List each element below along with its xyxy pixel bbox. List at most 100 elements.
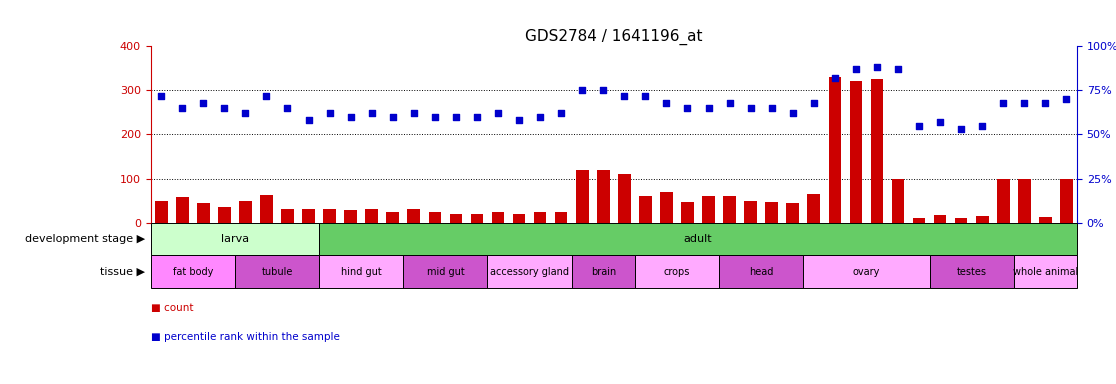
Point — [889, 66, 907, 72]
Bar — [319, 255, 403, 288]
Point — [173, 105, 191, 111]
Bar — [533, 212, 547, 223]
Bar — [681, 202, 694, 223]
Bar — [151, 223, 319, 255]
Text: testes: testes — [956, 266, 987, 277]
Bar — [151, 255, 234, 288]
Bar — [975, 216, 989, 223]
Bar — [239, 200, 252, 223]
Point — [468, 114, 485, 120]
Text: brain: brain — [590, 266, 616, 277]
Point — [384, 114, 402, 120]
Bar — [488, 255, 571, 288]
Bar — [403, 255, 488, 288]
Bar — [618, 174, 631, 223]
Bar — [870, 79, 883, 223]
Bar — [429, 212, 441, 223]
Point — [911, 122, 929, 129]
Bar — [635, 255, 719, 288]
Bar — [512, 214, 526, 223]
Text: hind gut: hind gut — [340, 266, 382, 277]
Point — [405, 110, 423, 116]
Point — [636, 93, 654, 99]
Point — [258, 93, 276, 99]
Bar — [471, 214, 483, 223]
Bar — [324, 210, 336, 223]
Text: larva: larva — [221, 234, 249, 244]
Bar — [597, 170, 609, 223]
Bar — [365, 210, 378, 223]
Bar — [450, 214, 462, 223]
Text: head: head — [749, 266, 773, 277]
Bar — [281, 210, 294, 223]
Bar — [661, 192, 673, 223]
Point — [826, 75, 844, 81]
Text: development stage ▶: development stage ▶ — [25, 234, 145, 244]
Point — [1058, 96, 1076, 102]
Text: tubule: tubule — [261, 266, 292, 277]
Point — [237, 110, 254, 116]
Point — [531, 114, 549, 120]
Bar — [555, 212, 568, 223]
Bar — [1013, 255, 1077, 288]
Point — [994, 99, 1012, 106]
Bar — [1039, 217, 1051, 223]
Point — [868, 64, 886, 70]
Point — [279, 105, 297, 111]
Text: ovary: ovary — [853, 266, 881, 277]
Point — [215, 105, 233, 111]
Bar — [766, 202, 778, 223]
Bar — [196, 203, 210, 223]
Point — [448, 114, 465, 120]
Bar — [571, 255, 635, 288]
Bar — [719, 255, 804, 288]
Point — [489, 110, 507, 116]
Text: adult: adult — [684, 234, 712, 244]
Bar — [1060, 179, 1072, 223]
Bar — [492, 212, 504, 223]
Point — [615, 93, 633, 99]
Point — [762, 105, 780, 111]
Bar — [639, 196, 652, 223]
Point — [847, 66, 865, 72]
Point — [299, 117, 317, 123]
Bar — [934, 215, 946, 223]
Text: crops: crops — [664, 266, 690, 277]
Point — [320, 110, 338, 116]
Bar — [345, 210, 357, 223]
Point — [931, 119, 949, 125]
Point — [700, 105, 718, 111]
Bar — [302, 210, 315, 223]
Bar — [913, 218, 925, 223]
Title: GDS2784 / 1641196_at: GDS2784 / 1641196_at — [525, 28, 703, 45]
Point — [426, 114, 444, 120]
Text: ■ percentile rank within the sample: ■ percentile rank within the sample — [151, 332, 339, 342]
Point — [194, 99, 212, 106]
Point — [952, 126, 970, 132]
Bar — [176, 197, 189, 223]
Bar — [723, 196, 735, 223]
Bar — [407, 210, 420, 223]
Text: ■ count: ■ count — [151, 303, 193, 313]
Bar — [260, 195, 272, 223]
Point — [657, 99, 675, 106]
Bar — [218, 207, 231, 223]
Bar — [787, 203, 799, 223]
Bar — [155, 200, 167, 223]
Point — [721, 99, 739, 106]
Point — [574, 87, 591, 93]
Text: tissue ▶: tissue ▶ — [100, 266, 145, 277]
Point — [152, 93, 170, 99]
Point — [363, 110, 381, 116]
Bar — [828, 77, 841, 223]
Bar — [849, 81, 863, 223]
Bar — [744, 200, 757, 223]
Point — [552, 110, 570, 116]
Bar — [955, 218, 968, 223]
Point — [595, 87, 613, 93]
Point — [1037, 99, 1055, 106]
Bar — [386, 212, 400, 223]
Bar — [804, 255, 930, 288]
Text: fat body: fat body — [173, 266, 213, 277]
Point — [679, 105, 696, 111]
